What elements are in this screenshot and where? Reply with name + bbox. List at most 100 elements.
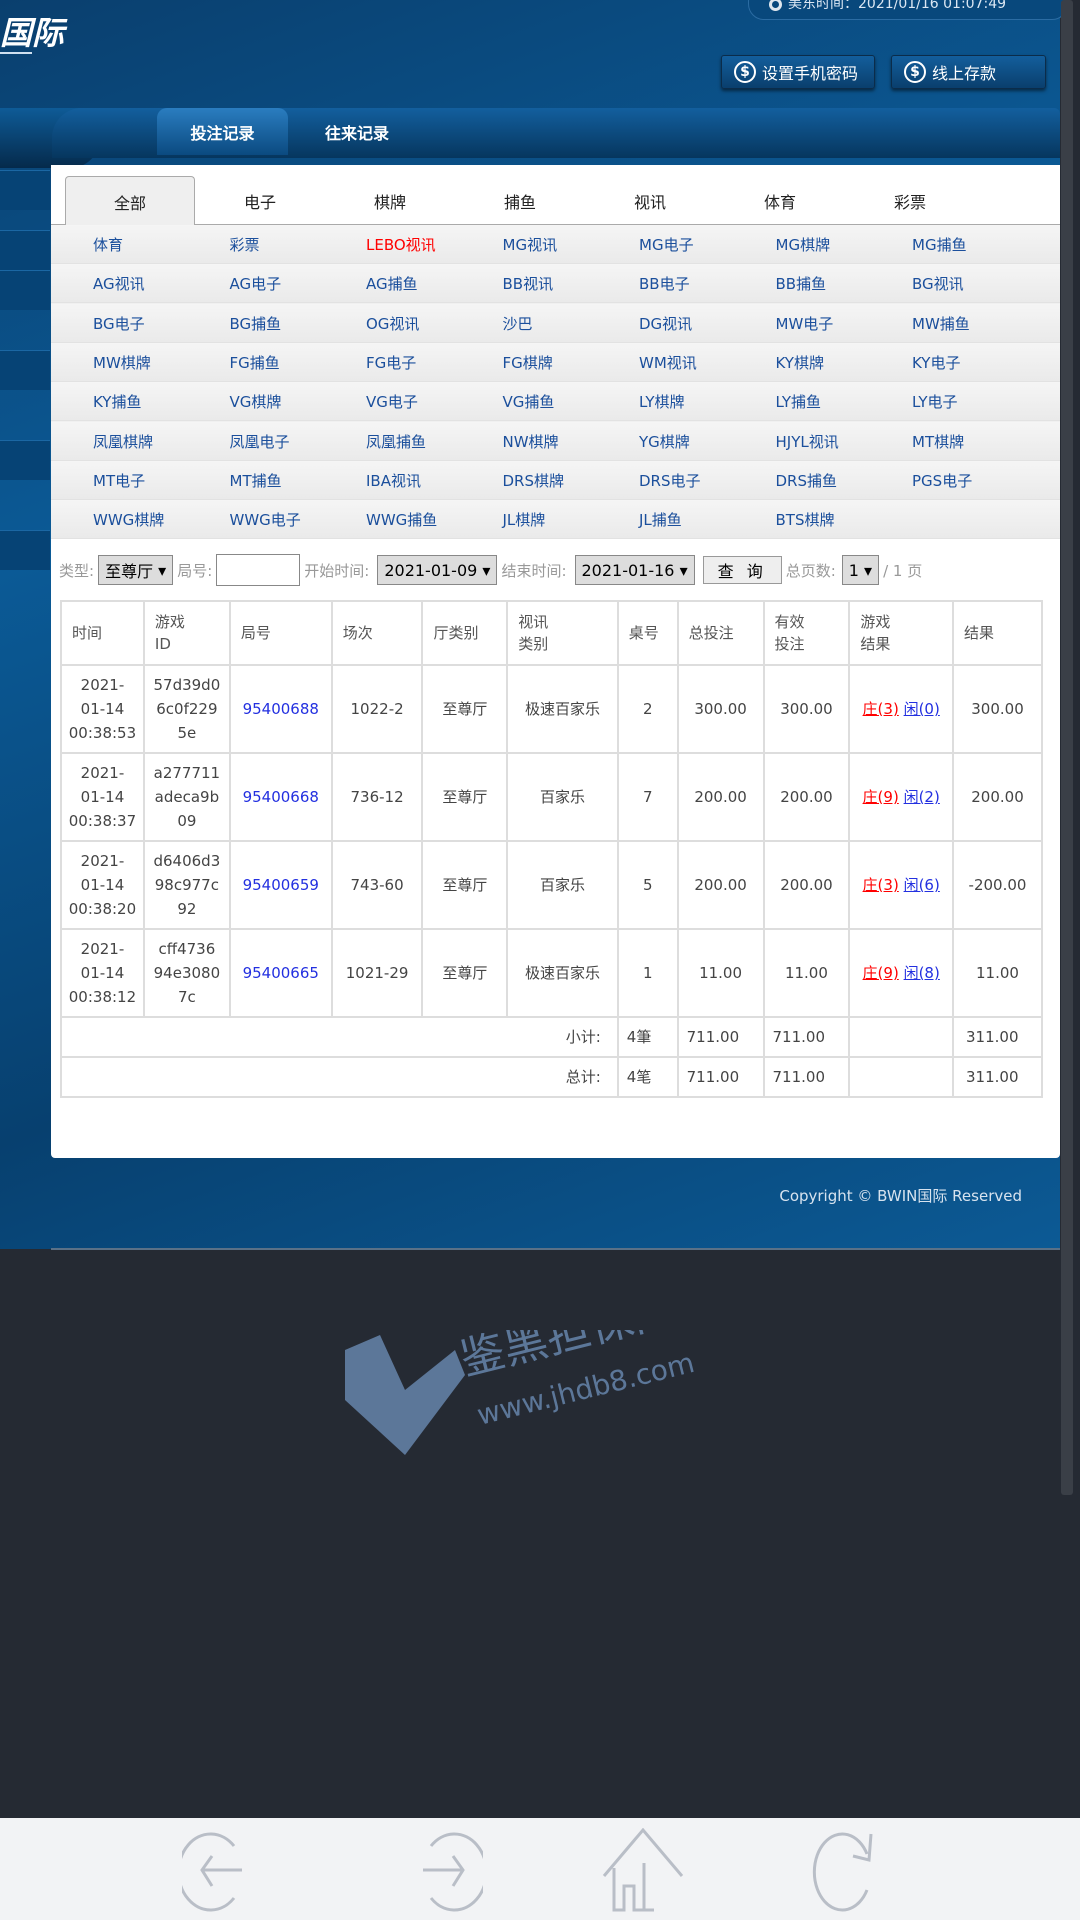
- player-result-link[interactable]: 闲(2): [903, 788, 940, 806]
- game-platform-link[interactable]: VG棋牌: [229, 393, 282, 412]
- game-platform-link[interactable]: BB电子: [639, 275, 690, 294]
- game-platform-link[interactable]: MW棋牌: [93, 353, 151, 372]
- tab-bet-records[interactable]: 投注记录: [157, 108, 288, 155]
- game-platform-link[interactable]: FG电子: [366, 353, 417, 372]
- game-platform-link[interactable]: BTS棋牌: [775, 511, 835, 530]
- game-platform-link[interactable]: AG电子: [229, 275, 282, 294]
- game-platform-link[interactable]: KY棋牌: [775, 353, 824, 372]
- game-platform-link[interactable]: WWG棋牌: [93, 511, 165, 530]
- end-date-select[interactable]: 2021-01-16 ▾: [574, 555, 695, 585]
- game-platform-link[interactable]: 体育: [93, 236, 124, 254]
- game-platform-link[interactable]: MG棋牌: [775, 236, 831, 254]
- game-platform-link[interactable]: BB视讯: [502, 275, 554, 294]
- game-platform-link[interactable]: FG捕鱼: [229, 353, 280, 372]
- game-platform-link[interactable]: LY棋牌: [639, 393, 685, 412]
- category-tab[interactable]: 体育: [763, 193, 796, 212]
- category-tab[interactable]: 棋牌: [373, 193, 406, 212]
- game-platform-link[interactable]: BG捕鱼: [229, 314, 282, 333]
- start-date-select[interactable]: 2021-01-09 ▾: [377, 555, 498, 585]
- game-platform-link[interactable]: LY捕鱼: [775, 393, 822, 412]
- game-platform-link[interactable]: DRS电子: [639, 471, 701, 490]
- game-platform-link[interactable]: 彩票: [229, 236, 260, 254]
- game-platform-link[interactable]: HJYL视讯: [775, 432, 839, 451]
- game-platform-link[interactable]: MG视讯: [502, 236, 558, 254]
- player-result-link[interactable]: 闲(8): [903, 964, 940, 982]
- game-platform-link[interactable]: FG棋牌: [502, 353, 553, 372]
- game-platform-link[interactable]: DG视讯: [639, 314, 693, 333]
- tab-transaction-records[interactable]: 往来记录: [292, 108, 422, 155]
- round-number-link[interactable]: 95400665: [228, 928, 333, 1018]
- banker-result-link[interactable]: 庄(3): [862, 876, 899, 894]
- type-select[interactable]: 至尊厅 ▾: [98, 555, 174, 585]
- category-tab[interactable]: 视讯: [633, 193, 666, 212]
- game-platform-link[interactable]: JL棋牌: [502, 511, 546, 530]
- game-platform-link[interactable]: KY捕鱼: [93, 393, 142, 412]
- game-platform-link[interactable]: MG电子: [639, 236, 694, 254]
- end-time-label: 结束时间:: [501, 561, 567, 580]
- side-nav-item[interactable]: [0, 530, 50, 570]
- category-tab[interactable]: 电子: [243, 193, 276, 212]
- query-button[interactable]: 查 询: [702, 556, 782, 584]
- round-number-link[interactable]: 95400668: [228, 752, 333, 842]
- game-platform-link[interactable]: IBA视讯: [366, 471, 421, 490]
- side-nav-item[interactable]: [0, 350, 50, 390]
- game-platform-link[interactable]: 凤凰捕鱼: [366, 432, 427, 451]
- player-result-link[interactable]: 闲(6): [903, 876, 940, 894]
- page-select[interactable]: 1 ▾: [841, 555, 880, 585]
- game-platform-link[interactable]: DRS棋牌: [502, 471, 565, 490]
- type-cell: 极速百家乐: [506, 664, 619, 754]
- game-platform-link[interactable]: OG视讯: [366, 314, 420, 333]
- online-deposit-button[interactable]: $ 线上存款: [891, 55, 1046, 89]
- game-platform-link[interactable]: VG捕鱼: [502, 393, 555, 412]
- game-platform-link[interactable]: BG电子: [93, 314, 145, 333]
- game-platform-link[interactable]: AG捕鱼: [366, 275, 418, 294]
- game-platform-link[interactable]: VG电子: [366, 393, 418, 412]
- game-platform-link[interactable]: JL捕鱼: [639, 511, 682, 530]
- game-platform-link[interactable]: MT捕鱼: [229, 471, 282, 490]
- set-phone-password-button[interactable]: $ 设置手机密码: [721, 55, 875, 89]
- side-nav-item[interactable]: [0, 270, 50, 310]
- game-platform-link[interactable]: NW棋牌: [502, 432, 559, 451]
- game-platform-link[interactable]: 凤凰棋牌: [93, 432, 154, 451]
- category-tab[interactable]: 彩票: [893, 193, 926, 212]
- home-icon[interactable]: [598, 1828, 688, 1914]
- game-platform-link[interactable]: MT电子: [93, 471, 146, 490]
- game-platform-link[interactable]: KY电子: [912, 353, 961, 372]
- banker-result-link[interactable]: 庄(3): [862, 700, 899, 718]
- game-platform-link[interactable]: PGS电子: [912, 471, 973, 490]
- banker-result-link[interactable]: 庄(9): [862, 964, 899, 982]
- game-platform-link[interactable]: MT棋牌: [912, 432, 965, 451]
- game-platform-link[interactable]: YG棋牌: [639, 432, 690, 451]
- game-platform-link[interactable]: WWG捕鱼: [366, 511, 438, 530]
- game-platform-link[interactable]: 沙巴: [502, 314, 533, 333]
- back-arrow-icon[interactable]: [182, 1828, 272, 1914]
- game-platform-link[interactable]: WM视讯: [639, 353, 697, 372]
- banker-result-link[interactable]: 庄(9): [862, 788, 899, 806]
- game-platform-link[interactable]: DRS捕鱼: [775, 471, 838, 490]
- refresh-icon[interactable]: [805, 1828, 895, 1914]
- category-tab[interactable]: 全部: [65, 176, 195, 226]
- round-number-link[interactable]: 95400659: [228, 840, 333, 930]
- game-platform-link[interactable]: MG捕鱼: [912, 236, 967, 254]
- round-number-link[interactable]: 95400688: [228, 664, 333, 754]
- type-cell: 百家乐: [506, 840, 619, 930]
- round-input[interactable]: [216, 554, 301, 586]
- game-platform-link[interactable]: AG视讯: [93, 275, 145, 294]
- game-platform-link[interactable]: BG视讯: [912, 275, 964, 294]
- side-nav-item[interactable]: [0, 440, 50, 480]
- game-platform-link[interactable]: MW电子: [775, 314, 834, 333]
- game-platform-link[interactable]: BB捕鱼: [775, 275, 827, 294]
- category-tab[interactable]: 捕鱼: [503, 193, 536, 212]
- game-platform-link[interactable]: WWG电子: [229, 511, 301, 530]
- game-platform-link[interactable]: LY电子: [912, 393, 958, 412]
- game-platform-link[interactable]: 凤凰电子: [229, 432, 290, 451]
- type-cell: 极速百家乐: [506, 928, 619, 1018]
- player-result-link[interactable]: 闲(0): [903, 700, 940, 718]
- side-nav-item[interactable]: [0, 230, 50, 270]
- game-platform-link[interactable]: MW捕鱼: [912, 314, 970, 333]
- forward-arrow-icon[interactable]: [393, 1828, 483, 1914]
- game-platform-link[interactable]: LEBO视讯: [366, 236, 436, 254]
- scrollbar[interactable]: [1061, 0, 1073, 1495]
- divider: [51, 1248, 1060, 1250]
- side-nav-item[interactable]: [0, 170, 50, 210]
